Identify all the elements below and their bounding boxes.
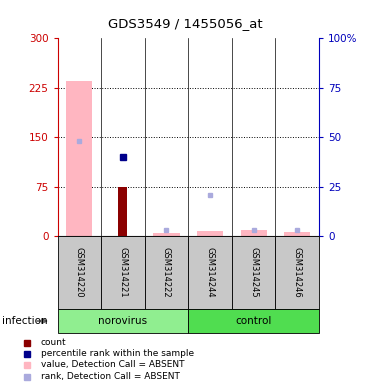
Text: GSM314246: GSM314246 (293, 247, 302, 298)
Text: GSM314220: GSM314220 (75, 247, 84, 298)
Text: percentile rank within the sample: percentile rank within the sample (41, 349, 194, 358)
Bar (145, 236, 188, 309)
Bar (241, 230, 267, 236)
Bar (101, 236, 145, 309)
Bar (154, 233, 180, 236)
Text: GSM314244: GSM314244 (206, 247, 214, 298)
Text: GSM314222: GSM314222 (162, 247, 171, 298)
Bar (197, 231, 223, 236)
Text: GDS3549 / 1455056_at: GDS3549 / 1455056_at (108, 17, 263, 30)
Bar (58, 236, 101, 309)
Bar (58, 309, 188, 333)
Bar (188, 309, 319, 333)
Bar (275, 236, 319, 309)
Bar (232, 236, 276, 309)
Text: infection: infection (2, 316, 47, 326)
Bar (66, 81, 92, 236)
Bar (188, 236, 232, 309)
Bar (118, 187, 128, 236)
Text: rank, Detection Call = ABSENT: rank, Detection Call = ABSENT (41, 372, 180, 381)
Text: control: control (236, 316, 272, 326)
Text: norovirus: norovirus (98, 316, 147, 326)
Text: GSM314245: GSM314245 (249, 247, 258, 298)
Text: GSM314221: GSM314221 (118, 247, 127, 298)
Text: value, Detection Call = ABSENT: value, Detection Call = ABSENT (41, 361, 184, 369)
Bar (284, 232, 310, 236)
Text: count: count (41, 338, 67, 347)
